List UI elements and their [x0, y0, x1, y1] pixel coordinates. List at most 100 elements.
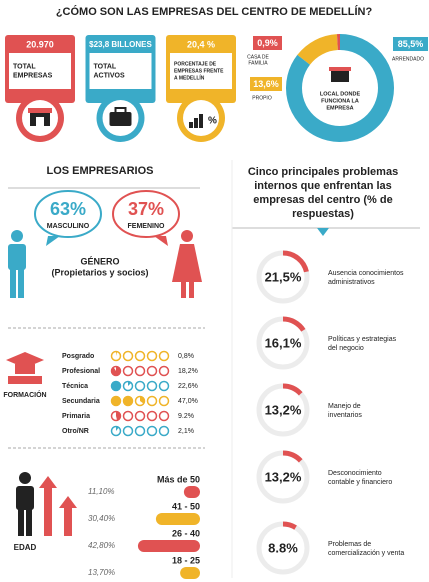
legend-name: CASA DE: [247, 54, 269, 60]
dot: [134, 425, 146, 437]
icon-person: [19, 472, 31, 484]
card-value: 20,4 %: [187, 39, 215, 49]
bubble: [34, 190, 102, 238]
donut-center: [303, 51, 377, 125]
ring-label: 8.8%: [268, 540, 298, 555]
icon-person: [16, 486, 34, 510]
dot: [134, 380, 146, 392]
problem-text: administrativos: [328, 279, 375, 286]
section-title: internos que enfrentan las: [254, 180, 392, 192]
age-value: 30,40%: [88, 514, 115, 523]
icon-cap: [8, 376, 42, 384]
legend-name: FAMILIA: [248, 60, 268, 66]
icon-man: [8, 244, 26, 270]
icon-woman: [181, 230, 193, 242]
legend-value: 85,5%: [398, 39, 424, 49]
ring-value: [282, 450, 303, 463]
dot: [122, 350, 134, 362]
section-title: Cinco principales problemas: [248, 166, 398, 178]
ring-value: [282, 250, 309, 273]
age-value: 42,80%: [88, 541, 115, 550]
ring-label: 13,2%: [265, 469, 302, 484]
section-label: FORMACIÓN: [3, 390, 46, 399]
donut-label: EMPRESA: [326, 105, 353, 111]
bubble: [112, 190, 180, 238]
dot-fill: [123, 396, 133, 406]
dot: [146, 350, 158, 362]
age-name: 18 - 25: [172, 555, 200, 565]
card-value: $23,8 BILLONES: [89, 40, 152, 49]
age-name: Más de 50: [157, 474, 200, 484]
dot-fill: [111, 396, 121, 406]
dot: [158, 380, 170, 392]
card-label: EMPRESAS: [13, 72, 53, 79]
icon: [331, 70, 349, 82]
icon-person: [18, 508, 24, 536]
dot-fill: [140, 396, 145, 404]
card-body: [9, 53, 71, 89]
dot-fill: [111, 366, 121, 376]
age-bar: [137, 540, 200, 552]
row-value: 0,8%: [178, 353, 194, 360]
icon: [28, 108, 52, 113]
pointer: [317, 228, 329, 236]
title: ¿CÓMO SON LAS EMPRESAS DEL CENTRO DE MED…: [56, 5, 373, 18]
donut-segment: [297, 34, 339, 66]
gender-name: FEMENINO: [128, 223, 166, 230]
problem-text: del negocio: [328, 345, 364, 352]
card-label: A MEDELLÍN: [174, 73, 205, 81]
age-bar: [180, 567, 200, 579]
dot: [158, 365, 170, 377]
card-label: EMPRESAS FRENTE: [174, 68, 224, 74]
icon-woman: [189, 280, 194, 298]
bubble-tail: [46, 236, 60, 246]
problem-text: Ausencia conocimientos: [328, 270, 404, 277]
legend-value: 13,6%: [253, 79, 279, 89]
card-label: TOTAL: [94, 63, 117, 70]
row-name: Primaria: [62, 413, 90, 420]
legend-name: PROPIO: [252, 95, 272, 101]
icon-man: [11, 230, 23, 242]
dot: [158, 425, 170, 437]
icon-person: [26, 508, 32, 536]
row-name: Otro/NR: [62, 428, 89, 435]
card-body: [170, 53, 232, 89]
row-name: Secundaria: [62, 398, 100, 405]
problem-text: Manejo de: [328, 403, 361, 410]
problem-text: comercialización y venta: [328, 550, 404, 557]
icon: [329, 67, 351, 71]
row-name: Posgrado: [62, 353, 94, 360]
row-name: Técnica: [62, 383, 88, 390]
section-title: respuestas): [292, 208, 354, 220]
ring-value: [282, 383, 303, 396]
icon-man: [18, 268, 24, 298]
dot: [122, 425, 134, 437]
dot: [134, 365, 146, 377]
section-title: empresas del centro (% de: [253, 194, 392, 206]
dot: [158, 410, 170, 422]
dot-fill: [111, 381, 121, 391]
dot: [146, 410, 158, 422]
donut-segment: [286, 34, 394, 142]
icon-arrow: [44, 486, 52, 536]
legend-box: [393, 37, 428, 51]
icon-arrow: [64, 506, 72, 536]
dot-fill: [116, 351, 118, 356]
problem-text: inventarios: [328, 412, 362, 419]
dot-fill: [116, 411, 121, 421]
card-label: ACTIVOS: [94, 72, 125, 79]
card-body: [89, 53, 152, 89]
ring-value: [282, 521, 297, 530]
dot-fill: [128, 381, 132, 386]
icon-woman: [181, 280, 186, 298]
ring-value: [282, 316, 306, 332]
icon-cap: [15, 364, 35, 374]
dot: [134, 410, 146, 422]
section-label: EDAD: [14, 543, 37, 552]
age-bar: [155, 513, 200, 525]
ring-label: 16,1%: [265, 335, 302, 350]
problem-text: Desconocimiento: [328, 470, 382, 477]
dot: [146, 365, 158, 377]
age-value: 11,10%: [88, 487, 115, 496]
legend-name: ARRENDADO: [392, 56, 424, 62]
